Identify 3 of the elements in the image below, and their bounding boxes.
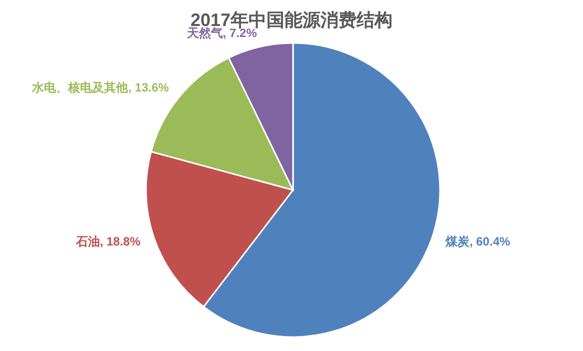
slice-label: 石油, 18.8% [74,234,141,249]
slice-label: 水电、核电及其他, 13.6% [31,80,170,94]
slice-label: 煤炭, 60.4% [444,234,511,249]
